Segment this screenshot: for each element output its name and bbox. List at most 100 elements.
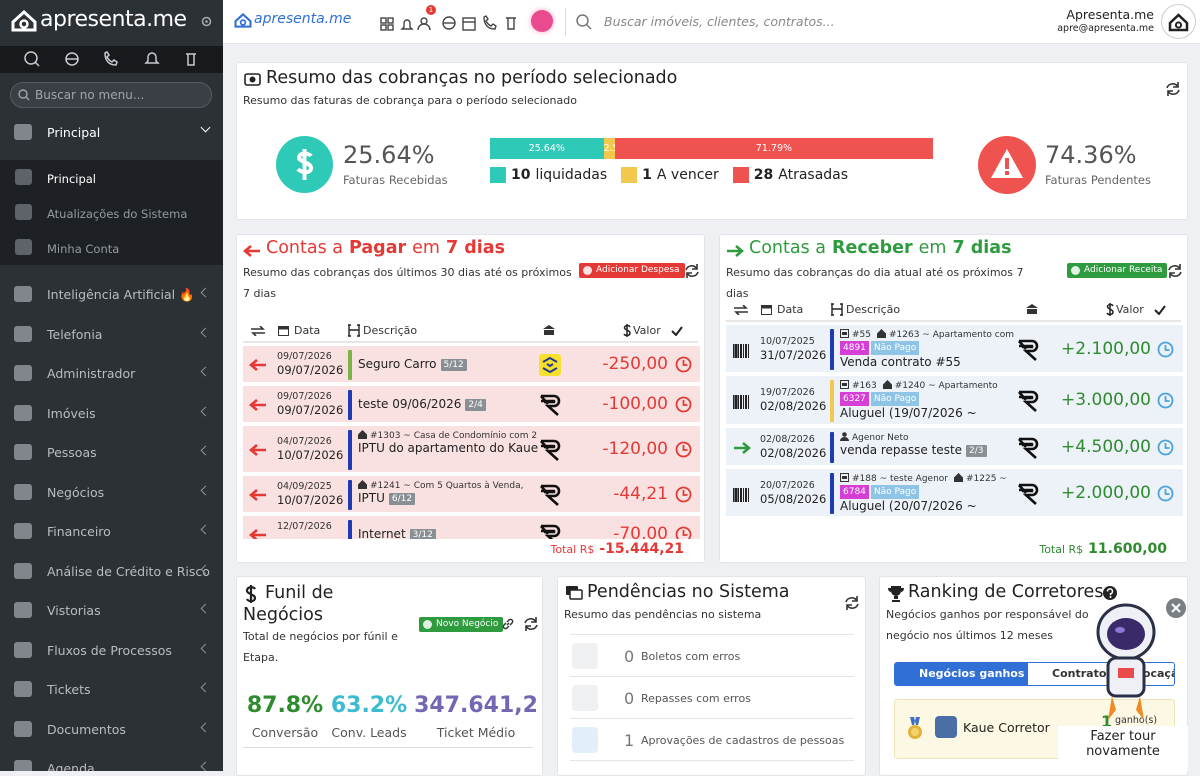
row-value: -70,00	[613, 524, 668, 539]
status-bar: 25.64% 2.56% 71.79%	[490, 138, 933, 159]
row-meta: #1303 ~ Casa de Condomínio com 2	[358, 430, 538, 441]
arrow-left	[249, 359, 266, 371]
row-date-created: 12/07/2026	[277, 521, 332, 532]
menu-icon	[14, 562, 32, 579]
help-icon[interactable]	[1103, 586, 1117, 600]
global-search[interactable]: Buscar imóveis, clientes, contratos...	[604, 14, 835, 29]
tag: Não Pago	[870, 485, 920, 499]
menu-item[interactable]: Imóveis	[0, 394, 223, 433]
menu-item[interactable]: Tickets	[0, 670, 223, 709]
menu-item[interactable]: Vistorias	[0, 591, 223, 630]
refresh-button[interactable]	[684, 263, 700, 279]
refresh-button[interactable]	[1165, 81, 1181, 97]
tag: 6784	[840, 485, 869, 499]
legend-label: A vencer	[656, 167, 719, 183]
pending-item[interactable]: 0 Boletos com erros	[570, 634, 854, 676]
menu-item[interactable]: Documentos	[0, 710, 223, 749]
description-text: teste 09/06/2026	[358, 397, 462, 411]
new-deal-button[interactable]: Novo Negócio	[419, 617, 504, 632]
bank-header	[543, 325, 555, 335]
header-date: Data	[294, 324, 321, 337]
add-button[interactable]: Adicionar Receita	[1067, 263, 1168, 278]
row-date-created: 19/07/2026	[760, 387, 815, 398]
meta-icon	[840, 380, 852, 391]
menu-search[interactable]: Buscar no menu...	[10, 82, 212, 108]
refresh-button[interactable]	[844, 595, 860, 611]
row-description-line: teste 09/06/2026 2/4	[358, 397, 538, 411]
header-value: Valor	[633, 324, 661, 337]
row-meta: #55 #1263 ~ Apartamento com	[840, 329, 1020, 340]
stat-label: Ticket Médio	[436, 725, 516, 740]
menu-item[interactable]: Financeiro	[0, 512, 223, 551]
menu-item[interactable]: Pessoas	[0, 433, 223, 472]
broker-avatar	[935, 716, 957, 738]
stat-value: 347.641,2	[414, 693, 538, 718]
title-arrow	[243, 244, 261, 258]
row-date-due: 10/07/2026	[277, 448, 344, 462]
submenu-item[interactable]: Minha Conta	[0, 230, 223, 265]
submenu-item[interactable]: Atualizações do Sistema	[0, 195, 223, 230]
row-color-bar	[830, 473, 834, 514]
total-value: -15.444,21	[599, 541, 684, 557]
payables-card: Contas a Pagar em 7 dias Resumo das cobrança…	[236, 234, 705, 563]
refresh-button[interactable]	[1167, 263, 1183, 279]
quick-icons	[0, 46, 223, 73]
chevron	[200, 643, 211, 653]
tag: Não Pago	[870, 341, 920, 355]
menu-icon	[14, 483, 32, 500]
add-button[interactable]: Adicionar Despesa	[579, 263, 685, 278]
menu-item[interactable]: Agenda	[0, 749, 223, 771]
row-description: Agenor Neto venda repasse teste 2/3	[840, 432, 1020, 457]
menu-item[interactable]: Negócios	[0, 473, 223, 512]
swap-icon	[251, 326, 265, 336]
dollar	[623, 324, 631, 337]
chevron	[200, 524, 211, 535]
menu-item[interactable]: Inteligência Artificial 🔥	[0, 275, 223, 314]
clock	[675, 526, 692, 539]
row-description-line: IPTU 6/12	[358, 491, 538, 505]
link-button[interactable]	[501, 617, 515, 631]
menu-item[interactable]: Principal	[0, 113, 223, 152]
top-icons[interactable]	[378, 8, 538, 36]
arrow-left	[249, 444, 266, 456]
row-date-created: 10/07/2025	[760, 335, 815, 347]
description-text: IPTU do apartamento do Kaue	[358, 441, 538, 455]
tour-close[interactable]	[1166, 598, 1186, 618]
tour-astronaut[interactable]	[1088, 596, 1164, 726]
pending-label: Aprovações de cadastros de pessoas	[641, 734, 845, 747]
pending-item[interactable]: 0 Repasses com erros	[570, 676, 854, 718]
row-value: +4.500,00	[1061, 436, 1151, 457]
menu-item[interactable]: Fluxos de Processos	[0, 631, 223, 670]
table-body: 10/07/2025 31/07/2026 #55 #1263 ~ Apartamen…	[720, 235, 1187, 535]
legend-item: 28 Atrasadas	[732, 167, 848, 183]
barcode	[733, 343, 749, 358]
user-email: apre@apresenta.me	[1057, 23, 1154, 34]
menu-item[interactable]: Telefonia	[0, 315, 223, 354]
pending-pct: 74.36%	[1045, 141, 1137, 169]
quick-icon-row[interactable]	[0, 46, 223, 73]
menu-item[interactable]: Administrador	[0, 354, 223, 393]
legend-count: 1	[642, 167, 652, 183]
pending-item[interactable]: 1 Aprovações de cadastros de pessoas	[570, 718, 854, 760]
check	[1154, 305, 1166, 315]
tour-button[interactable]: Fazer tour novamente	[1058, 726, 1188, 771]
meta-icon	[358, 480, 370, 491]
search-icon	[576, 14, 592, 30]
refresh-button[interactable]	[523, 616, 539, 632]
installment: 6/12	[388, 493, 416, 505]
home-icon	[358, 430, 367, 439]
ai-button[interactable]	[531, 10, 553, 32]
tab-active[interactable]: Negócios ganhos	[895, 663, 1028, 685]
row-value: +2.100,00	[1061, 338, 1151, 359]
menu-label: Financeiro	[47, 524, 111, 539]
submenu-item[interactable]: Principal	[0, 160, 223, 195]
menu-icon	[14, 124, 32, 140]
row-value: -120,00	[602, 439, 668, 459]
menu-item[interactable]: Análise de Crédito e Risco	[0, 552, 223, 591]
pending-label: Boletos com erros	[641, 650, 741, 663]
total-label: Total R$	[550, 543, 595, 556]
menu-search-icon	[18, 89, 30, 101]
menu-label: Principal	[47, 125, 101, 140]
brand-settings[interactable]	[201, 16, 212, 27]
user-avatar[interactable]	[1161, 4, 1196, 39]
